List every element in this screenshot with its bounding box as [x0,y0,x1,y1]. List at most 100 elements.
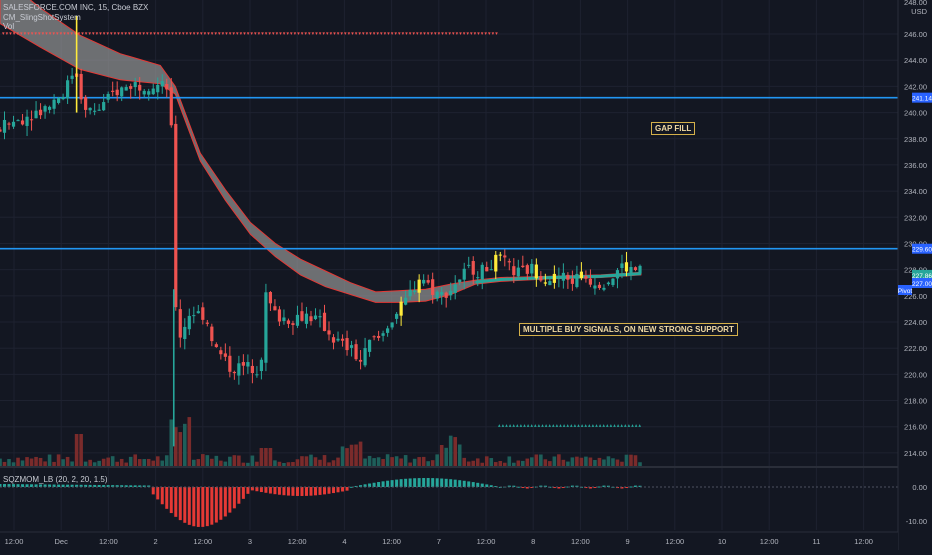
candle [349,345,354,348]
volume-bar [399,458,403,466]
candle [606,282,611,285]
resistance-marker [344,32,347,36]
volume-bar [534,454,539,466]
candle [543,282,547,284]
histogram-bar [313,487,317,496]
volume-bar [421,456,426,466]
volume-bar [552,456,557,466]
candle [453,284,457,293]
resistance-marker [311,32,315,36]
price-tick-label: 216.00 [904,423,927,432]
buy-signal-marker [570,424,573,427]
candle [449,290,453,296]
resistance-marker [470,32,473,36]
candle [210,326,214,342]
volume-bar [543,459,548,466]
candle [228,355,232,372]
candle [485,267,489,272]
histogram-bar [606,485,610,487]
volume-bar [65,456,70,466]
volume-bar [124,462,128,466]
candle [174,123,178,308]
resistance-marker [5,32,9,36]
volume-bar [192,459,196,466]
resistance-marker [228,32,232,36]
candle [489,269,493,271]
volume-bar [322,455,327,466]
resistance-marker [448,32,451,36]
volume-bar [142,459,147,466]
resistance-marker [282,32,286,36]
resistance-marker [390,32,394,36]
candle [367,339,372,352]
histogram-bar [399,479,403,487]
buy-signal-marker [562,424,566,427]
histogram-bar [323,487,327,495]
time-axis-labels: 12:00 Dec 12:00 2 12:00 3 12:00 4 12:00 7 12:00 8 12… [5,537,873,546]
candle [588,278,593,285]
volume-bar [151,460,156,466]
candle [584,276,588,279]
resistance-markers [2,32,498,36]
candle [557,276,561,278]
candle [156,84,160,93]
resistance-marker [160,32,163,36]
price-tick-label: 240.00 [904,109,927,118]
histogram-bar [196,487,200,527]
histogram-bar [480,483,484,487]
histogram-bar [354,485,358,487]
resistance-marker [315,32,318,36]
time-tick-label: 10 [718,537,726,546]
histogram-bar [327,487,331,494]
resistance-marker [358,32,361,36]
candle [196,311,200,314]
volume-bar [448,435,453,466]
candle [52,99,56,109]
candle [133,82,137,88]
time-tick-label: 3 [248,537,252,546]
time-axis-panel[interactable] [0,532,898,550]
histogram-bar [471,482,475,487]
volume-bar [164,455,169,466]
buy-signal-marker [505,424,508,427]
time-tick-label: 12:00 [288,537,307,546]
badge-label: 227.86 [912,273,932,280]
buy-signal-marker [595,424,598,427]
candle [178,309,182,338]
candle [300,311,304,321]
volume-bar [579,457,584,466]
candle [358,359,363,362]
candle [304,313,309,324]
histogram-bar [624,487,628,488]
histogram-bar [192,487,196,527]
candle [88,107,92,111]
volume-bar [210,458,214,466]
resistance-marker [488,32,491,36]
buy-signal-marker [566,424,569,427]
histogram-bar [408,478,412,487]
volume-bar [602,459,606,466]
resistance-marker [153,32,156,36]
chart-legend: SALESFORCE.COM INC, 15, Cboe BZX CM_Slin… [3,3,148,32]
resistance-marker [297,32,300,36]
volume-bar [345,448,349,466]
buy-signal-marker [620,424,623,427]
candle [264,292,268,363]
volume-bar [304,456,309,466]
volume-bar [367,455,372,466]
volume-bar [20,460,25,466]
resistance-marker [30,32,34,36]
candle [232,371,236,374]
histogram-bar [174,487,178,517]
resistance-marker [110,32,113,36]
volume-bar [205,455,210,466]
osc-tick-label: 0.00 [912,483,927,492]
candle [525,265,529,274]
time-tick-label: 12:00 [5,537,24,546]
histogram-bar [286,487,290,496]
candle [282,317,286,322]
price-tick-label: 236.00 [904,161,927,170]
histogram-bar [345,487,349,491]
